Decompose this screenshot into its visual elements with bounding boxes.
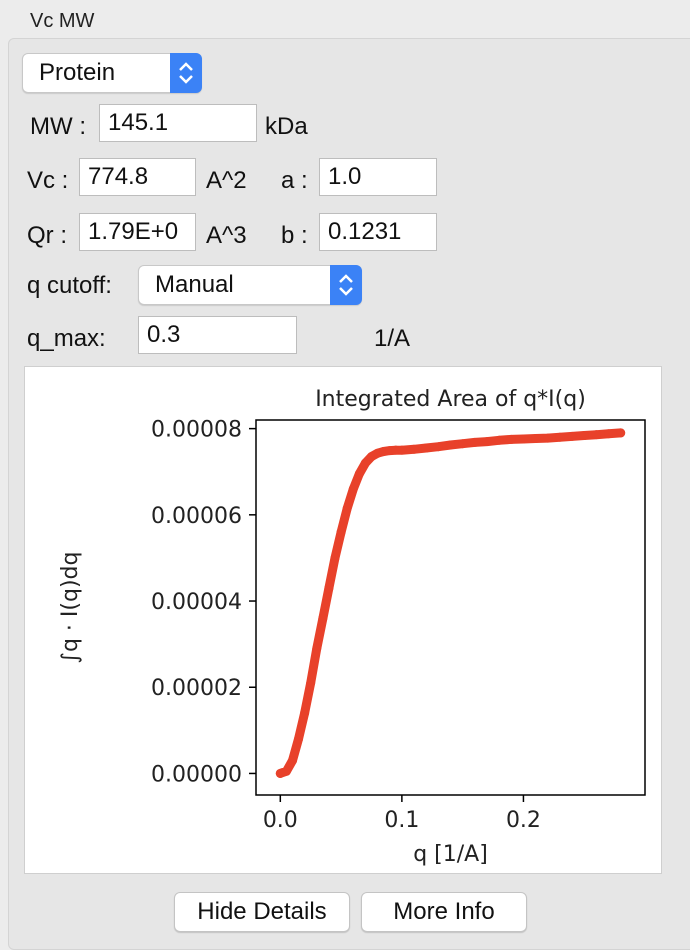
more-info-button[interactable]: More Info — [361, 892, 527, 932]
plot-frame — [255, 419, 646, 796]
mw-field[interactable]: 145.1 — [99, 104, 257, 142]
q-max-label: q_max: — [27, 325, 106, 352]
data-point — [330, 553, 340, 563]
y-tick-label: 0.00004 — [151, 590, 242, 615]
data-point — [342, 503, 352, 513]
vc-unit: A^2 — [206, 167, 247, 194]
a-label: a : — [281, 167, 308, 194]
hide-details-button[interactable]: Hide Details — [174, 892, 350, 932]
data-point — [543, 433, 553, 443]
integrated-area-chart: Integrated Area of q*I(q) 0.00000 0.00002 0… — [58, 387, 646, 867]
data-point — [287, 756, 297, 766]
y-axis-label: ∫q · I(q)dq — [58, 552, 83, 664]
b-field[interactable]: 0.1231 — [319, 213, 437, 251]
q-max-field[interactable]: 0.3 — [138, 316, 297, 354]
a-field[interactable]: 1.0 — [319, 158, 437, 196]
mw-unit: kDa — [265, 113, 308, 140]
q-cutoff-label: q cutoff: — [27, 272, 112, 299]
data-point — [494, 435, 504, 445]
data-point — [446, 440, 455, 450]
data-point — [433, 442, 443, 452]
data-point — [336, 527, 346, 537]
vc-label: Vc : — [27, 167, 69, 194]
data-point — [360, 458, 370, 468]
qr-field[interactable]: 1.79E+0 — [79, 213, 196, 251]
data-point — [300, 708, 310, 718]
x-axis-label: q [1/A] — [413, 842, 488, 867]
data-point — [312, 643, 322, 653]
data-point — [348, 484, 358, 494]
data-series-line — [275, 428, 626, 778]
data-point — [579, 431, 589, 441]
y-tick-label: 0.00000 — [151, 762, 242, 787]
vc-field[interactable]: 774.8 — [79, 158, 196, 196]
mw-label: MW : — [30, 113, 86, 140]
chevron-updown-icon — [330, 265, 362, 305]
data-point — [591, 430, 601, 440]
data-point — [555, 432, 565, 442]
data-point — [397, 445, 407, 455]
molecule-type-select[interactable]: Protein — [22, 53, 202, 93]
data-point — [470, 437, 480, 447]
q-cutoff-select[interactable]: Manual — [138, 265, 362, 305]
x-tick-label: 0.1 — [384, 808, 419, 833]
data-point — [518, 434, 528, 444]
plot-panel: Integrated Area of q*I(q) 0.00000 0.00002 0… — [24, 366, 662, 874]
data-point — [506, 434, 516, 444]
chart-title: Integrated Area of q*I(q) — [315, 387, 586, 412]
x-tick-label: 0.2 — [506, 808, 541, 833]
x-tick-label: 0.0 — [263, 808, 298, 833]
q-cutoff-value: Manual — [155, 271, 234, 298]
data-point — [616, 428, 626, 438]
molecule-type-value: Protein — [39, 59, 116, 86]
data-point — [458, 439, 468, 449]
data-point — [421, 443, 431, 453]
data-point — [306, 678, 316, 688]
qr-unit: A^3 — [206, 222, 247, 249]
q-max-unit: 1/A — [374, 325, 411, 352]
y-tick-label: 0.00002 — [151, 676, 242, 701]
data-point — [567, 431, 577, 441]
data-point — [354, 469, 364, 479]
data-point — [294, 734, 304, 744]
y-tick-label: 0.00006 — [151, 504, 242, 529]
b-label: b : — [281, 222, 308, 249]
chevron-updown-icon — [170, 53, 202, 93]
data-point — [281, 766, 291, 776]
group-title: Vc MW — [30, 10, 95, 32]
data-point — [531, 434, 541, 444]
qr-label: Qr : — [27, 222, 67, 249]
data-point — [324, 583, 334, 593]
data-point — [482, 437, 492, 447]
data-point — [604, 429, 614, 439]
data-point — [409, 444, 419, 454]
y-tick-label: 0.00008 — [151, 418, 242, 443]
data-point — [318, 613, 328, 623]
